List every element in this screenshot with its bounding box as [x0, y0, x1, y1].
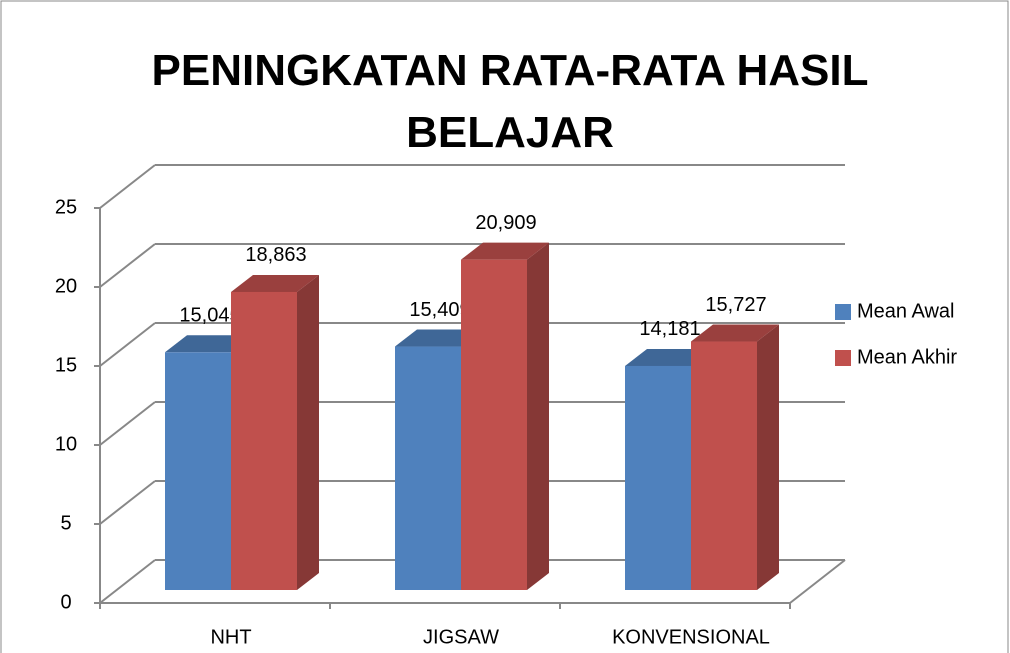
data-label: 15,045 — [179, 305, 240, 327]
y-tick-label: 20 — [55, 275, 77, 297]
legend-label: Mean Akhir — [857, 346, 957, 368]
data-label: 18,863 — [245, 244, 306, 266]
bar — [461, 259, 527, 590]
grid-line — [99, 401, 156, 446]
data-label: 15,727 — [705, 294, 766, 316]
bar-top — [691, 324, 779, 342]
legend-label: Mean Awal — [857, 300, 954, 322]
bar-top — [231, 274, 319, 292]
y-tick-label: 10 — [55, 433, 77, 455]
x-tick-label: KONVENSIONAL — [612, 626, 770, 648]
bar — [691, 341, 757, 590]
chart-title: PENINGKATAN RATA-RATA HASIL BELAJAR — [151, 46, 869, 157]
y-tick-label: 5 — [60, 512, 71, 534]
bar-top — [461, 242, 549, 260]
x-tick-label: NHT — [210, 626, 251, 648]
bar-side — [527, 242, 549, 590]
bar — [165, 352, 231, 590]
bar-side — [757, 324, 779, 590]
bar — [625, 365, 691, 590]
bar — [395, 346, 461, 590]
bar — [231, 291, 297, 590]
legend-swatch — [835, 304, 851, 320]
data-label: 14,181 — [639, 318, 700, 340]
x-tick-label: JIGSAW — [423, 626, 499, 648]
legend-swatch — [835, 350, 851, 366]
y-tick-label: 15 — [55, 354, 77, 376]
data-label: 20,909 — [475, 212, 536, 234]
y-tick-label: 0 — [60, 591, 71, 613]
grid-line — [99, 164, 156, 209]
grid-line — [99, 480, 156, 525]
grid-line — [99, 322, 156, 367]
bar-side — [297, 274, 319, 590]
data-label: 15,409 — [409, 299, 470, 321]
floor-edge — [789, 559, 846, 604]
y-tick-label: 25 — [55, 196, 77, 218]
grid-line — [99, 243, 156, 288]
grid-line — [99, 559, 156, 604]
